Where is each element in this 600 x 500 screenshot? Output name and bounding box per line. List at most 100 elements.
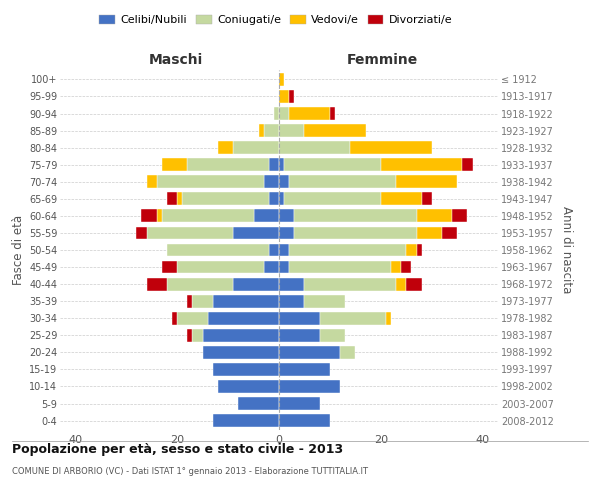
Bar xyxy=(279,414,330,427)
Bar xyxy=(213,414,279,427)
Bar xyxy=(279,158,284,171)
Bar xyxy=(218,141,233,154)
Bar xyxy=(167,192,177,205)
Y-axis label: Anni di nascita: Anni di nascita xyxy=(560,206,573,294)
Bar xyxy=(320,312,386,324)
Text: Maschi: Maschi xyxy=(149,54,203,68)
Bar xyxy=(187,329,193,342)
Bar xyxy=(416,244,422,256)
Bar xyxy=(269,158,279,171)
Bar xyxy=(442,226,457,239)
Bar xyxy=(279,329,320,342)
Bar xyxy=(157,176,264,188)
Bar xyxy=(146,226,233,239)
Bar xyxy=(203,346,279,359)
Bar xyxy=(279,124,304,137)
Bar xyxy=(136,226,146,239)
Bar xyxy=(416,226,442,239)
Bar xyxy=(422,192,432,205)
Bar xyxy=(233,141,279,154)
Bar xyxy=(381,192,422,205)
Bar xyxy=(167,278,233,290)
Bar xyxy=(218,380,279,393)
Bar xyxy=(279,380,340,393)
Legend: Celibi/Nubili, Coniugati/e, Vedovi/e, Divorziati/e: Celibi/Nubili, Coniugati/e, Vedovi/e, Di… xyxy=(95,10,457,29)
Bar xyxy=(269,244,279,256)
Y-axis label: Fasce di età: Fasce di età xyxy=(11,215,25,285)
Bar xyxy=(289,244,406,256)
Text: COMUNE DI ARBORIO (VC) - Dati ISTAT 1° gennaio 2013 - Elaborazione TUTTITALIA.IT: COMUNE DI ARBORIO (VC) - Dati ISTAT 1° g… xyxy=(12,467,368,476)
Bar xyxy=(406,244,416,256)
Bar xyxy=(330,107,335,120)
Bar xyxy=(274,107,279,120)
Bar xyxy=(203,329,279,342)
Bar xyxy=(233,278,279,290)
Bar xyxy=(284,158,381,171)
Bar xyxy=(213,363,279,376)
Bar xyxy=(396,176,457,188)
Bar xyxy=(406,278,422,290)
Bar xyxy=(193,329,203,342)
Bar xyxy=(463,158,473,171)
Bar xyxy=(294,210,416,222)
Bar xyxy=(279,210,294,222)
Bar xyxy=(279,73,284,86)
Bar xyxy=(381,158,463,171)
Bar xyxy=(177,312,208,324)
Bar xyxy=(279,260,289,274)
Bar xyxy=(294,226,416,239)
Bar xyxy=(396,278,406,290)
Bar xyxy=(304,124,365,137)
Bar xyxy=(350,141,432,154)
Bar xyxy=(146,176,157,188)
Bar xyxy=(167,244,269,256)
Bar xyxy=(162,158,187,171)
Bar xyxy=(187,158,269,171)
Bar xyxy=(284,192,381,205)
Bar xyxy=(238,397,279,410)
Bar xyxy=(340,346,355,359)
Bar xyxy=(289,107,330,120)
Text: Femmine: Femmine xyxy=(346,54,418,68)
Bar xyxy=(416,210,452,222)
Bar xyxy=(391,260,401,274)
Bar xyxy=(279,244,289,256)
Bar xyxy=(289,176,396,188)
Bar xyxy=(259,124,264,137)
Bar xyxy=(279,226,294,239)
Bar xyxy=(162,260,177,274)
Bar xyxy=(320,329,345,342)
Bar xyxy=(146,278,167,290)
Bar xyxy=(279,397,320,410)
Bar xyxy=(279,363,330,376)
Bar xyxy=(279,192,284,205)
Bar xyxy=(182,192,269,205)
Bar xyxy=(269,192,279,205)
Bar xyxy=(193,295,213,308)
Bar xyxy=(279,346,340,359)
Bar xyxy=(279,141,350,154)
Bar xyxy=(177,260,264,274)
Bar xyxy=(289,260,391,274)
Bar xyxy=(386,312,391,324)
Bar xyxy=(142,210,157,222)
Bar xyxy=(279,312,320,324)
Bar xyxy=(264,176,279,188)
Bar xyxy=(452,210,467,222)
Bar xyxy=(279,278,304,290)
Bar xyxy=(304,295,345,308)
Bar xyxy=(279,176,289,188)
Bar xyxy=(279,107,289,120)
Bar xyxy=(177,192,182,205)
Bar xyxy=(254,210,279,222)
Bar xyxy=(304,278,396,290)
Bar xyxy=(162,210,254,222)
Bar xyxy=(187,295,193,308)
Bar xyxy=(264,260,279,274)
Text: Popolazione per età, sesso e stato civile - 2013: Popolazione per età, sesso e stato civil… xyxy=(12,442,343,456)
Bar xyxy=(172,312,177,324)
Bar xyxy=(401,260,412,274)
Bar xyxy=(279,295,304,308)
Bar xyxy=(233,226,279,239)
Bar xyxy=(264,124,279,137)
